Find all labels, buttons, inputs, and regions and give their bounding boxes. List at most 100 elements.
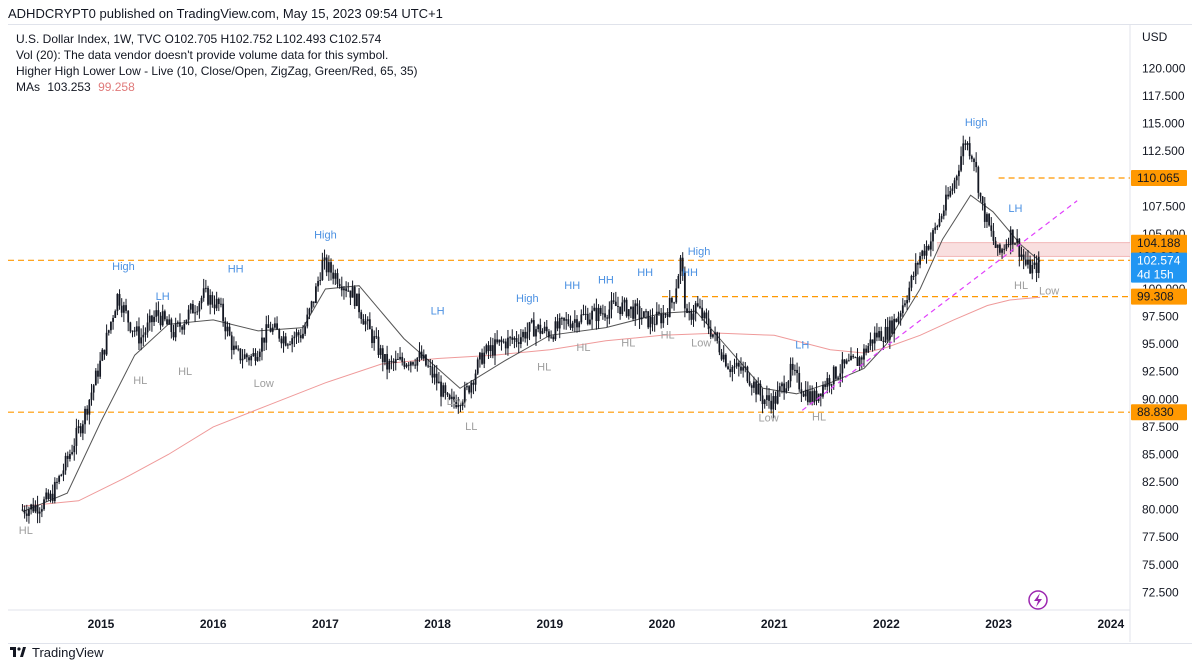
price-bar-body — [530, 320, 533, 323]
price-bar-body — [573, 319, 576, 323]
price-bar-body — [565, 319, 568, 321]
price-bar-body — [854, 357, 857, 359]
footer-brand[interactable]: TradingView — [32, 645, 104, 660]
price-bar-body — [179, 322, 181, 327]
price-bar-body — [315, 286, 317, 303]
price-bar-body — [1022, 254, 1025, 260]
price-bar-body — [988, 214, 991, 226]
price-bar-body — [194, 312, 196, 314]
price-bar-body — [770, 400, 773, 410]
price-bar-body — [25, 513, 28, 516]
countdown-label: 4d 15h — [1137, 268, 1174, 282]
price-bar-body — [947, 194, 950, 197]
price-bar-body — [858, 357, 861, 366]
price-bar-body — [481, 352, 483, 364]
price-bar-body — [310, 301, 313, 309]
price-bar-body — [498, 339, 501, 343]
price-bar-body — [176, 322, 179, 324]
price-bar-body — [69, 454, 71, 459]
indicator-line[interactable]: Higher High Lower Low - Live (10, Close/… — [16, 64, 418, 78]
price-bar-body — [1005, 244, 1008, 249]
pivot-label: HL — [812, 411, 826, 423]
price-bar-body — [1003, 248, 1006, 250]
volume-line[interactable]: Vol (20): The data vendor doesn't provid… — [16, 48, 389, 62]
price-bar-body — [746, 366, 749, 382]
price-bar-body — [1035, 262, 1038, 273]
price-bar-body — [56, 481, 58, 483]
ma-fast-path — [22, 194, 1041, 513]
pivot-label: LH — [1008, 203, 1022, 215]
price-bar-body — [563, 317, 565, 321]
price-bar-body — [929, 241, 932, 250]
price-bar-body — [632, 306, 634, 319]
y-tick-label: 80.000 — [1142, 503, 1179, 517]
price-bar-body — [703, 312, 706, 319]
time-axis[interactable]: 2015 2016 2017 2018 2019 2020 2021 2022 2023 2024 — [88, 617, 1125, 631]
price-bar-body — [822, 384, 824, 397]
price-bar-body — [321, 260, 324, 281]
price-bar-body — [1031, 265, 1034, 274]
price-bar-body — [1014, 243, 1016, 245]
price-bar-body — [636, 303, 639, 307]
price-bar-body — [163, 311, 166, 320]
price-bar-body — [470, 382, 473, 393]
price-axis[interactable]: USD 72.500 75.000 77.500 80.000 82.500 85.000… — [1142, 30, 1186, 599]
price-bar-body — [904, 303, 906, 306]
level-tag-label: 99.308 — [1137, 290, 1174, 304]
price-bar-body — [174, 323, 177, 338]
price-bar-body — [269, 327, 272, 332]
ma-line[interactable]: MAs 103.253 99.258 — [16, 79, 418, 95]
price-bar-body — [254, 353, 257, 361]
y-tick-label: 95.000 — [1142, 337, 1179, 351]
price-bar-body — [51, 493, 54, 502]
price-bar-body — [125, 305, 127, 311]
price-bar-body — [494, 339, 496, 356]
trendline-path[interactable] — [801, 200, 1078, 411]
price-bar-body — [472, 382, 475, 385]
price-bar-body — [299, 335, 302, 339]
pivot-label: HL — [133, 375, 147, 387]
price-bar-body — [837, 377, 839, 379]
price-bar-body — [809, 391, 811, 403]
footer: TradingView — [10, 645, 104, 660]
price-bar-body — [998, 244, 1001, 253]
price-bar-body — [761, 395, 764, 405]
y-tick-label: 97.500 — [1142, 310, 1179, 324]
price-bar-body — [791, 363, 794, 370]
price-bar-body — [742, 367, 745, 371]
price-bar-body — [1018, 238, 1021, 257]
price-bar-body — [714, 332, 716, 335]
trendline[interactable] — [801, 200, 1078, 411]
price-bar-body — [787, 381, 790, 389]
price-bar-body — [893, 318, 896, 334]
price-bar-body — [733, 366, 736, 368]
price-bar-body — [986, 214, 988, 222]
lightning-icon[interactable] — [1028, 590, 1048, 610]
price-bar-body — [699, 306, 701, 308]
price-bar-body — [640, 317, 643, 320]
price-bar-body — [824, 384, 827, 387]
price-bar-body — [368, 319, 371, 330]
price-bar-body — [43, 499, 45, 510]
price-bar-body — [405, 364, 408, 367]
price-bar-body — [120, 305, 123, 313]
price-bar-body — [860, 357, 863, 360]
price-bar-body — [427, 365, 430, 367]
price-bar-body — [865, 348, 868, 353]
pivot-label: HH — [598, 274, 614, 286]
price-bar-body — [647, 311, 650, 328]
price-bar-body — [694, 303, 697, 314]
price-bar-body — [869, 339, 872, 346]
symbol-line[interactable]: U.S. Dollar Index, 1W, TVC O102.705 H102… — [16, 32, 382, 46]
price-bar-body — [99, 360, 102, 377]
price-bar-body — [819, 393, 822, 397]
price-bar-body — [224, 321, 227, 332]
price-bar-body — [409, 362, 412, 366]
price-bar-body — [237, 348, 240, 350]
price-bar-body — [601, 313, 604, 315]
price-bar-body — [386, 354, 389, 370]
price-bar-body — [170, 319, 173, 333]
price-bar-body — [360, 312, 363, 320]
price-bar-body — [897, 316, 900, 322]
